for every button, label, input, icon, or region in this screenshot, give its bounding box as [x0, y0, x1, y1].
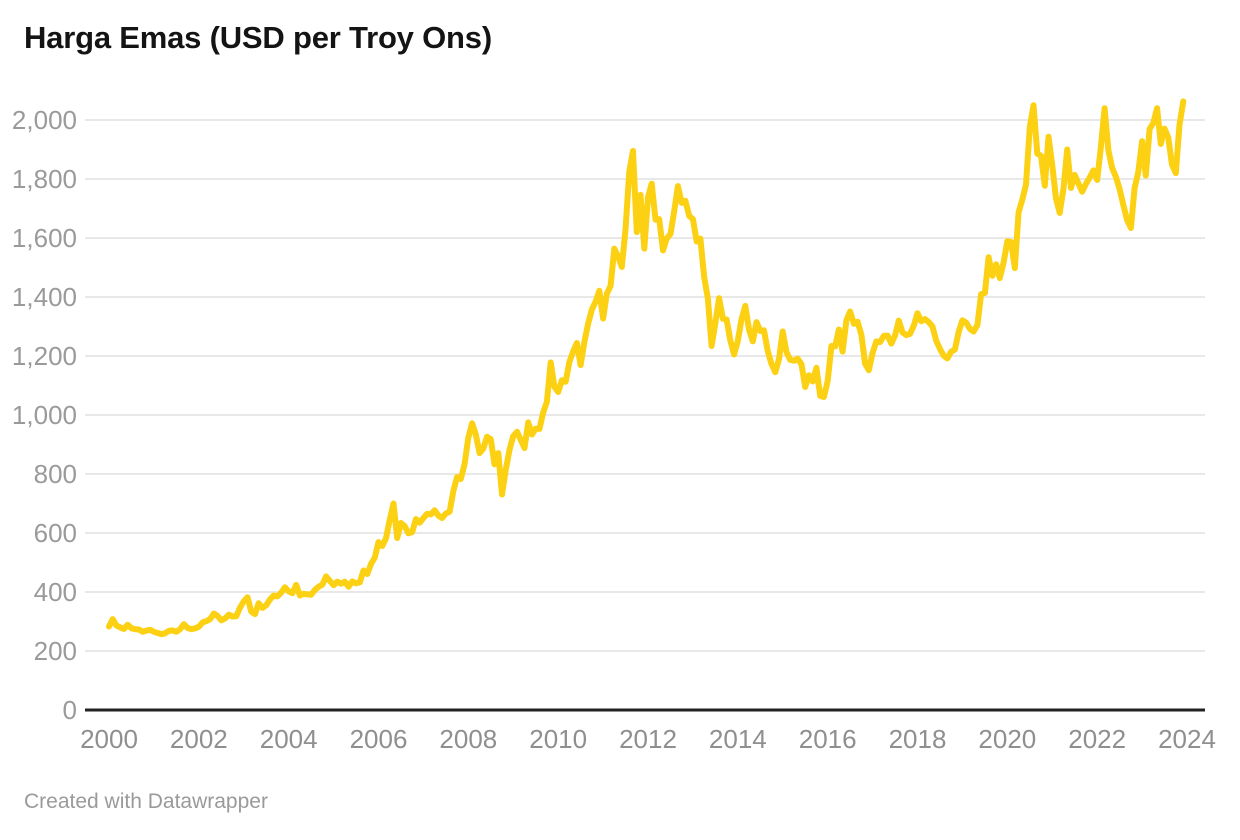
y-tick-label: 1,600: [11, 223, 77, 253]
x-tick-label: 2012: [619, 724, 677, 754]
y-tick-label: 400: [33, 577, 77, 607]
y-tick-label: 1,000: [11, 400, 77, 430]
y-tick-label: 0: [62, 695, 77, 725]
x-tick-label: 2002: [169, 724, 228, 754]
chart-title: Harga Emas (USD per Troy Ons): [24, 20, 492, 55]
y-tick-label: 1,400: [11, 282, 77, 312]
y-tick-label: 2,000: [11, 105, 77, 135]
x-tick-label: 2022: [1068, 724, 1127, 754]
y-tick-label: 800: [33, 459, 77, 489]
x-tick-label: 2020: [978, 724, 1037, 754]
x-tick-label: 2018: [888, 724, 947, 754]
y-tick-label: 200: [33, 636, 77, 666]
x-tick-label: 2024: [1158, 724, 1216, 754]
attribution: Created with Datawrapper: [24, 790, 268, 813]
y-tick-label: 1,200: [11, 341, 77, 371]
x-tick-label: 2006: [349, 724, 408, 754]
x-tick-label: 2010: [529, 724, 588, 754]
x-tick-label: 2004: [259, 724, 318, 754]
x-tick-label: 2014: [708, 724, 767, 754]
x-tick-label: 2016: [798, 724, 857, 754]
x-tick-label: 2008: [439, 724, 498, 754]
gold-price-line: [106, 98, 1187, 638]
y-tick-label: 600: [33, 518, 77, 548]
y-tick-label: 1,800: [11, 164, 77, 194]
x-tick-label: 2000: [80, 724, 138, 754]
